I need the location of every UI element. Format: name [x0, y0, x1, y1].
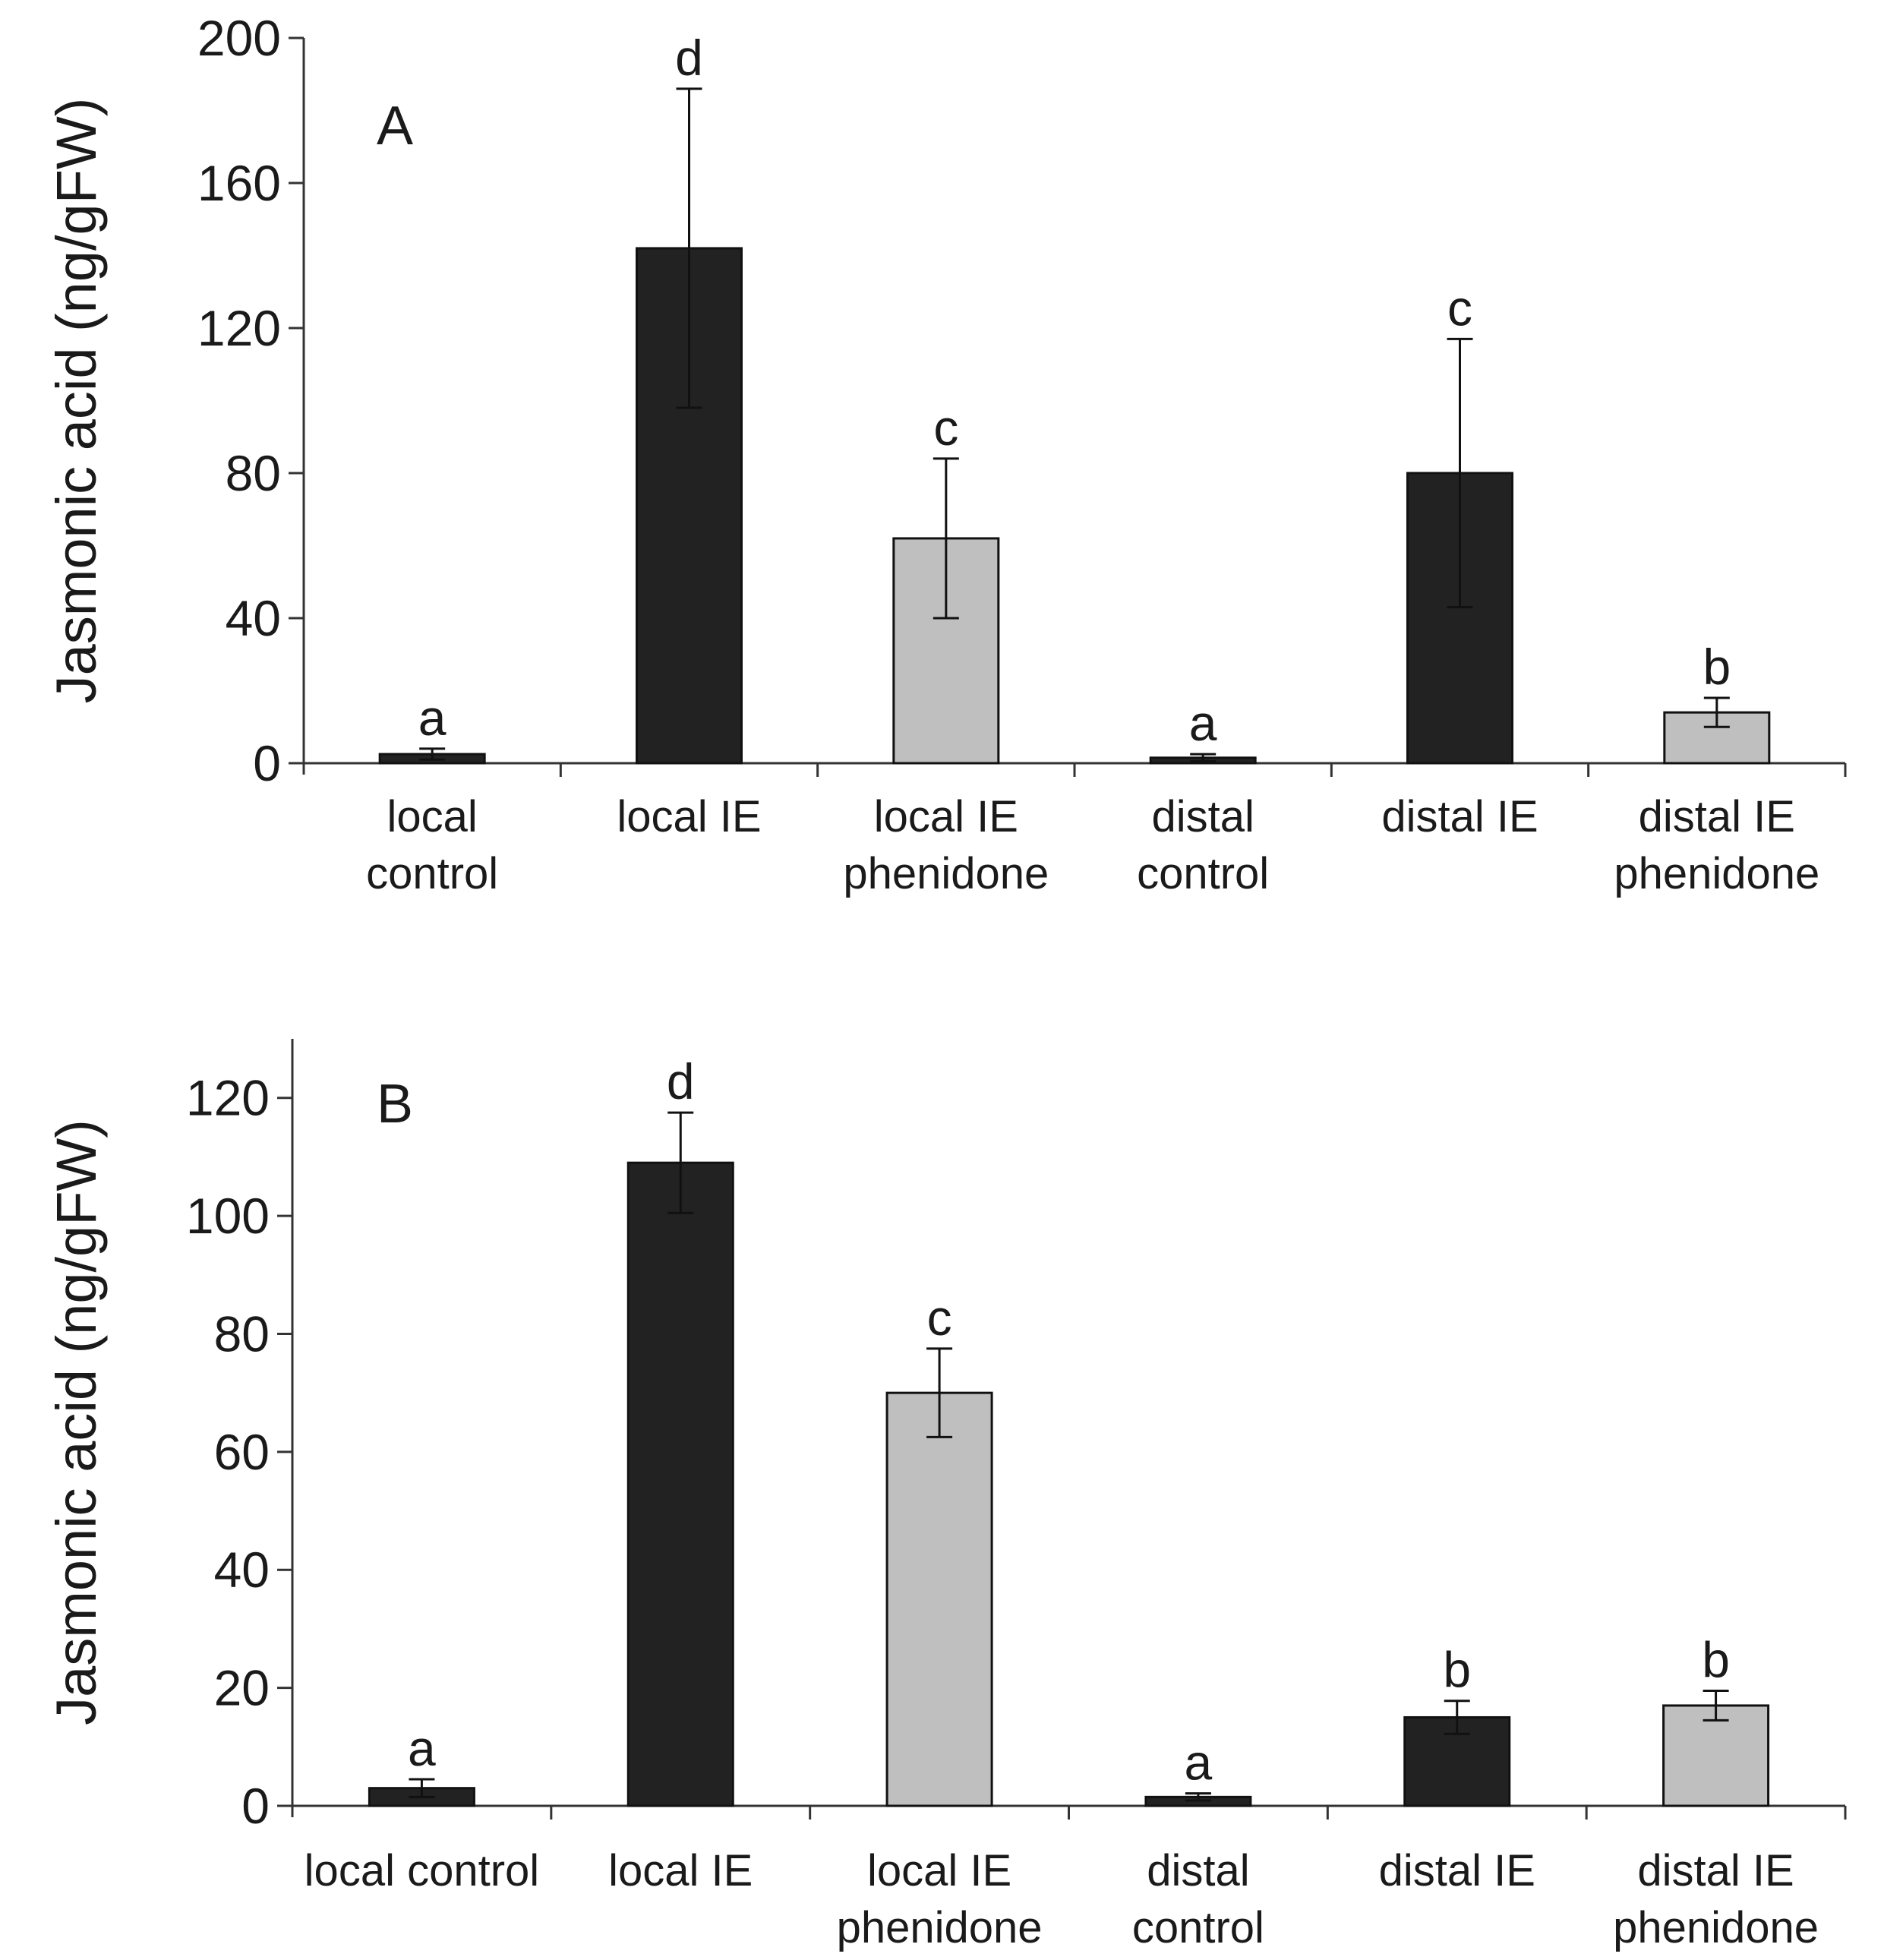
- x-tick-label: control: [1137, 849, 1269, 898]
- y-axis-label: Jasmonic acid (ng/gFW): [45, 98, 108, 704]
- y-tick-label: 120: [197, 300, 281, 356]
- x-tick-label: phenidone: [843, 849, 1049, 898]
- significance-label: b: [1443, 1642, 1471, 1698]
- bar: [1662, 1704, 1770, 1807]
- x-tick-label: phenidone: [1613, 1903, 1819, 1952]
- y-tick-label: 80: [214, 1305, 270, 1362]
- y-tick-label: 20: [214, 1660, 270, 1716]
- bar: [1403, 1715, 1511, 1807]
- x-tick-label: phenidone: [837, 1903, 1043, 1952]
- y-tick-label: 60: [214, 1424, 270, 1480]
- chart-panel-b: 0 20 40 60 80 100 120 Jasmonic acid (ng/gFW) Ba l…: [45, 1039, 1847, 1952]
- significance-label: a: [408, 1720, 436, 1776]
- y-tick-label: 40: [214, 1542, 270, 1598]
- y-tick-label: 0: [241, 1778, 270, 1834]
- significance-label: a: [1189, 695, 1217, 751]
- x-tick-label: local IE: [608, 1846, 753, 1895]
- panel-label: B: [377, 1074, 413, 1135]
- y-tick-label: 40: [226, 590, 281, 646]
- significance-label: b: [1703, 639, 1731, 695]
- significance-label: d: [667, 1053, 695, 1109]
- y-tick-label: 100: [186, 1188, 270, 1244]
- significance-label: d: [675, 30, 703, 86]
- bar: [626, 1161, 734, 1807]
- x-tick-label: distal IE: [1637, 1846, 1794, 1895]
- x-tick-label: local: [387, 792, 478, 841]
- x-tick-label: local IE: [867, 1846, 1011, 1895]
- x-tick-label: local IE: [617, 792, 761, 841]
- x-tick-label: phenidone: [1614, 849, 1819, 898]
- y-tick-label: 160: [197, 155, 281, 211]
- panel-label: A: [377, 96, 413, 156]
- y-tick-label: 80: [226, 445, 281, 501]
- bar: [636, 247, 743, 765]
- y-axis-label: Jasmonic acid (ng/gFW): [45, 1119, 108, 1725]
- significance-label: c: [1447, 279, 1472, 336]
- x-tick-label: distal IE: [1639, 792, 1795, 841]
- bar: [885, 1391, 993, 1807]
- significance-label: a: [1185, 1734, 1213, 1791]
- significance-label: a: [418, 690, 447, 746]
- significance-label: c: [933, 399, 958, 456]
- x-tick-label: control: [366, 849, 498, 898]
- x-tick-label: distal IE: [1381, 792, 1538, 841]
- y-tick-label: 200: [197, 10, 281, 66]
- x-tick-label: distal IE: [1379, 1846, 1535, 1895]
- significance-label: c: [927, 1289, 952, 1346]
- y-tick-label: 0: [253, 735, 281, 791]
- y-tick-label: 120: [186, 1070, 270, 1126]
- x-tick-label: control: [1132, 1903, 1264, 1952]
- significance-label: b: [1702, 1632, 1730, 1688]
- x-tick-label: distal: [1147, 1846, 1249, 1895]
- chart-panel-a: 0 40 80 120 160 200 Jasmonic acid (ng/gFW) Aa lo…: [45, 10, 1847, 898]
- x-tick-label: local IE: [874, 792, 1018, 841]
- x-tick-label: distal: [1151, 792, 1254, 841]
- x-tick-label: local control: [305, 1846, 539, 1895]
